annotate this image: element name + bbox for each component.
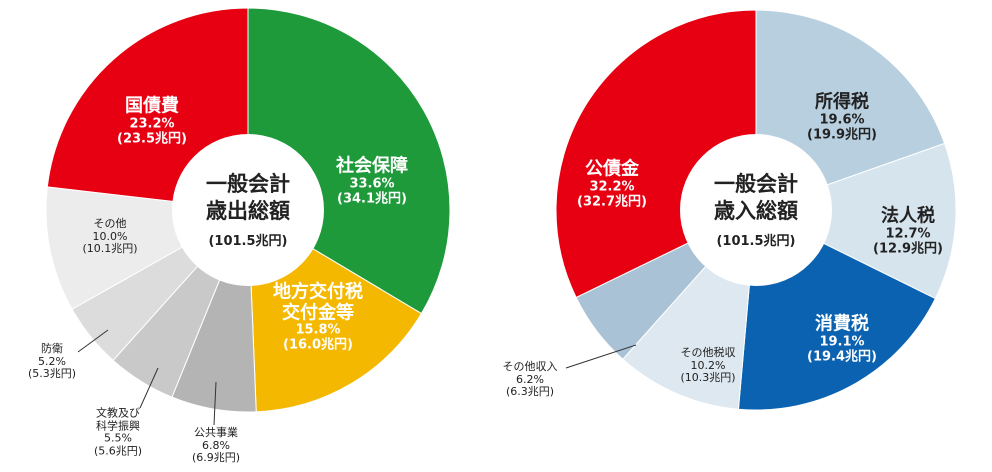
amount-label: (5.3兆円) xyxy=(27,367,77,381)
slice-label: 所得税 19.6% (19.9兆円) xyxy=(807,91,877,144)
slice-label: 文教及び 科学振興 5.5% (5.6兆円) xyxy=(93,406,143,459)
slice-label: その他税収 10.2% (10.3兆円) xyxy=(680,346,736,385)
slice-label: 法人税 12.7% (12.9兆円) xyxy=(873,205,943,258)
value-label: 19.1% xyxy=(819,334,865,350)
center-title: 一般会計 歳出総額 xyxy=(206,172,290,224)
amount-label: (23.5兆円) xyxy=(117,131,187,147)
amount-label: (10.1兆円) xyxy=(82,242,138,256)
amount-label: (34.1兆円) xyxy=(337,191,407,207)
value-label: 19.6% xyxy=(819,112,865,128)
leader-line xyxy=(213,381,217,426)
center-label: 一般会計 歳出総額 (101.5兆円) xyxy=(206,171,290,249)
slice-label: その他収入 6.2% (6.3兆円) xyxy=(502,360,558,399)
category-label: その他 xyxy=(93,217,127,231)
slice-label: 消費税 19.1% (19.4兆円) xyxy=(807,313,877,366)
category-label: 公共事業 xyxy=(193,426,238,440)
value-label: 10.2% xyxy=(690,358,726,372)
amount-label: (10.3兆円) xyxy=(680,371,736,385)
center-amount: (101.5兆円) xyxy=(208,233,288,249)
category-label: その他収入 xyxy=(502,360,558,374)
value-label: 5.2% xyxy=(38,354,66,368)
pie-slice xyxy=(754,142,957,300)
amount-label: (6.9兆円) xyxy=(191,451,241,465)
value-label: 6.8% xyxy=(202,438,230,452)
center-amount: (101.5兆円) xyxy=(716,233,796,249)
category-label: 消費税 xyxy=(815,313,869,335)
category-label: その他税収 xyxy=(680,346,736,360)
category-label: 所得税 xyxy=(815,91,869,113)
value-label: 15.8% xyxy=(295,322,341,338)
center-hole xyxy=(680,134,832,286)
value-label: 33.6% xyxy=(349,176,395,192)
slice-label: 国債費 23.2% (23.5兆円) xyxy=(117,95,187,148)
leader-line xyxy=(139,367,159,409)
slice-label: 公債金 32.2% (32.7兆円) xyxy=(577,158,647,211)
amount-label: (12.9兆円) xyxy=(873,241,943,257)
value-label: 23.2% xyxy=(129,116,175,132)
center-title: 一般会計 歳入総額 xyxy=(714,172,798,224)
value-label: 5.5% xyxy=(104,432,132,445)
slice-label: 防衛 5.2% (5.3兆円) xyxy=(27,342,77,381)
category-label: 社会保障 xyxy=(336,155,408,177)
category-label: 法人税 xyxy=(881,205,935,227)
value-label: 32.2% xyxy=(589,179,635,195)
category-label: 防衛 xyxy=(40,342,63,356)
value-label: 6.2% xyxy=(516,372,544,386)
amount-label: (16.0兆円) xyxy=(283,337,353,353)
category-label: 文教及び 科学振興 xyxy=(95,406,140,433)
leader-line xyxy=(565,344,637,369)
leader-line xyxy=(77,329,109,353)
category-label: 公債金 xyxy=(585,158,639,180)
slice-label: 社会保障 33.6% (34.1兆円) xyxy=(336,155,408,208)
slice-label: 公共事業 6.8% (6.9兆円) xyxy=(191,426,241,465)
amount-label: (32.7兆円) xyxy=(577,194,647,210)
amount-label: (19.4兆円) xyxy=(807,349,877,365)
center-hole xyxy=(172,134,324,286)
value-label: 12.7% xyxy=(885,226,931,242)
slice-label: その他 10.0% (10.1兆円) xyxy=(82,217,138,256)
center-label: 一般会計 歳入総額 (101.5兆円) xyxy=(714,171,798,249)
category-label: 地方交付税 交付金等 xyxy=(273,281,363,324)
value-label: 10.0% xyxy=(92,229,128,243)
slice-label: 地方交付税 交付金等 15.8% (16.0兆円) xyxy=(273,281,363,353)
amount-label: (19.9兆円) xyxy=(807,127,877,143)
amount-label: (6.3兆円) xyxy=(505,385,555,399)
category-label: 国債費 xyxy=(125,95,179,117)
amount-label: (5.6兆円) xyxy=(93,444,143,458)
